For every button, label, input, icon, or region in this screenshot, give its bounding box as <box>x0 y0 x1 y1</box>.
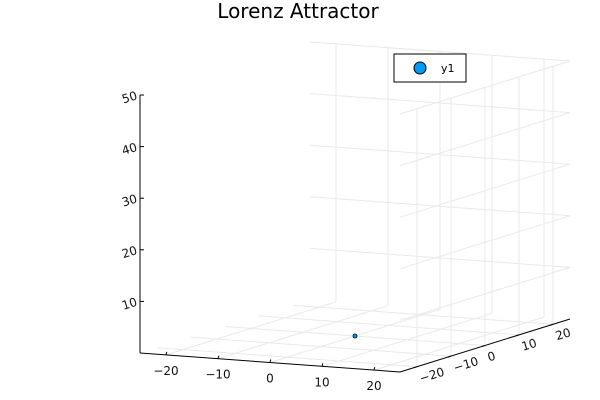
legend: y1 <box>393 53 467 83</box>
x-tick-label: −20 <box>153 364 178 378</box>
z-tick-label: 30 <box>120 192 139 210</box>
x-tick-label: 10 <box>314 375 329 389</box>
grid-layer <box>156 41 571 371</box>
leftwall-gridline-z <box>309 247 571 268</box>
legend-label: y1 <box>441 62 455 75</box>
x-tick-label: 0 <box>266 372 274 386</box>
y-tick-mark <box>447 355 452 358</box>
legend-box <box>393 53 467 83</box>
y-tick-label: 0 <box>486 349 497 365</box>
floor-gridline-y <box>258 315 520 336</box>
floor-gridline-y <box>292 304 554 325</box>
z-tick-label: 40 <box>120 140 139 158</box>
backwall-gridline-z <box>399 266 571 321</box>
marks-layer <box>352 333 358 339</box>
backwall-gridline-z <box>399 112 571 167</box>
data-point <box>352 333 358 339</box>
y-tick-label: −10 <box>452 354 480 375</box>
backwall-gridline-z <box>399 163 571 218</box>
leftwall-gridline-z <box>309 41 571 62</box>
z-tick-label: 10 <box>120 295 139 313</box>
x-tick-mark <box>321 363 324 367</box>
x-tick-mark <box>165 351 168 356</box>
leftwall-gridline-z <box>309 144 571 165</box>
y-tick-mark <box>413 366 418 369</box>
x-tick-mark <box>373 366 376 371</box>
backwall-gridline-z <box>399 215 571 270</box>
axis-layer <box>139 95 571 373</box>
y-tick-mark <box>481 345 486 347</box>
z-tick-label: 50 <box>120 88 139 106</box>
floor-gridline-x <box>321 312 493 367</box>
x-tick-mark <box>217 355 220 359</box>
x-tick-label: 20 <box>366 379 381 393</box>
y-tick-label: 10 <box>520 336 539 354</box>
y-tick-mark <box>549 323 554 326</box>
tick-layer: −20 −10 0 10 20 −20 −10 0 10 20 10 20 30 40 50 <box>120 88 572 393</box>
leftwall-gridline-z <box>309 196 571 217</box>
backwall-gridline-z <box>399 60 571 115</box>
y-tick-label: 20 <box>554 325 573 343</box>
x-tick-mark <box>269 359 272 363</box>
legend-marker <box>413 61 427 75</box>
y-tick-mark <box>515 334 520 337</box>
y-tick-label: −20 <box>418 365 446 386</box>
floor-gridline-x <box>373 316 545 371</box>
x-tick-label: −10 <box>205 368 230 382</box>
chart-title: Lorenz Attractor <box>217 0 379 23</box>
z-tick-label: 20 <box>120 243 139 261</box>
leftwall-gridline-z <box>309 93 571 114</box>
